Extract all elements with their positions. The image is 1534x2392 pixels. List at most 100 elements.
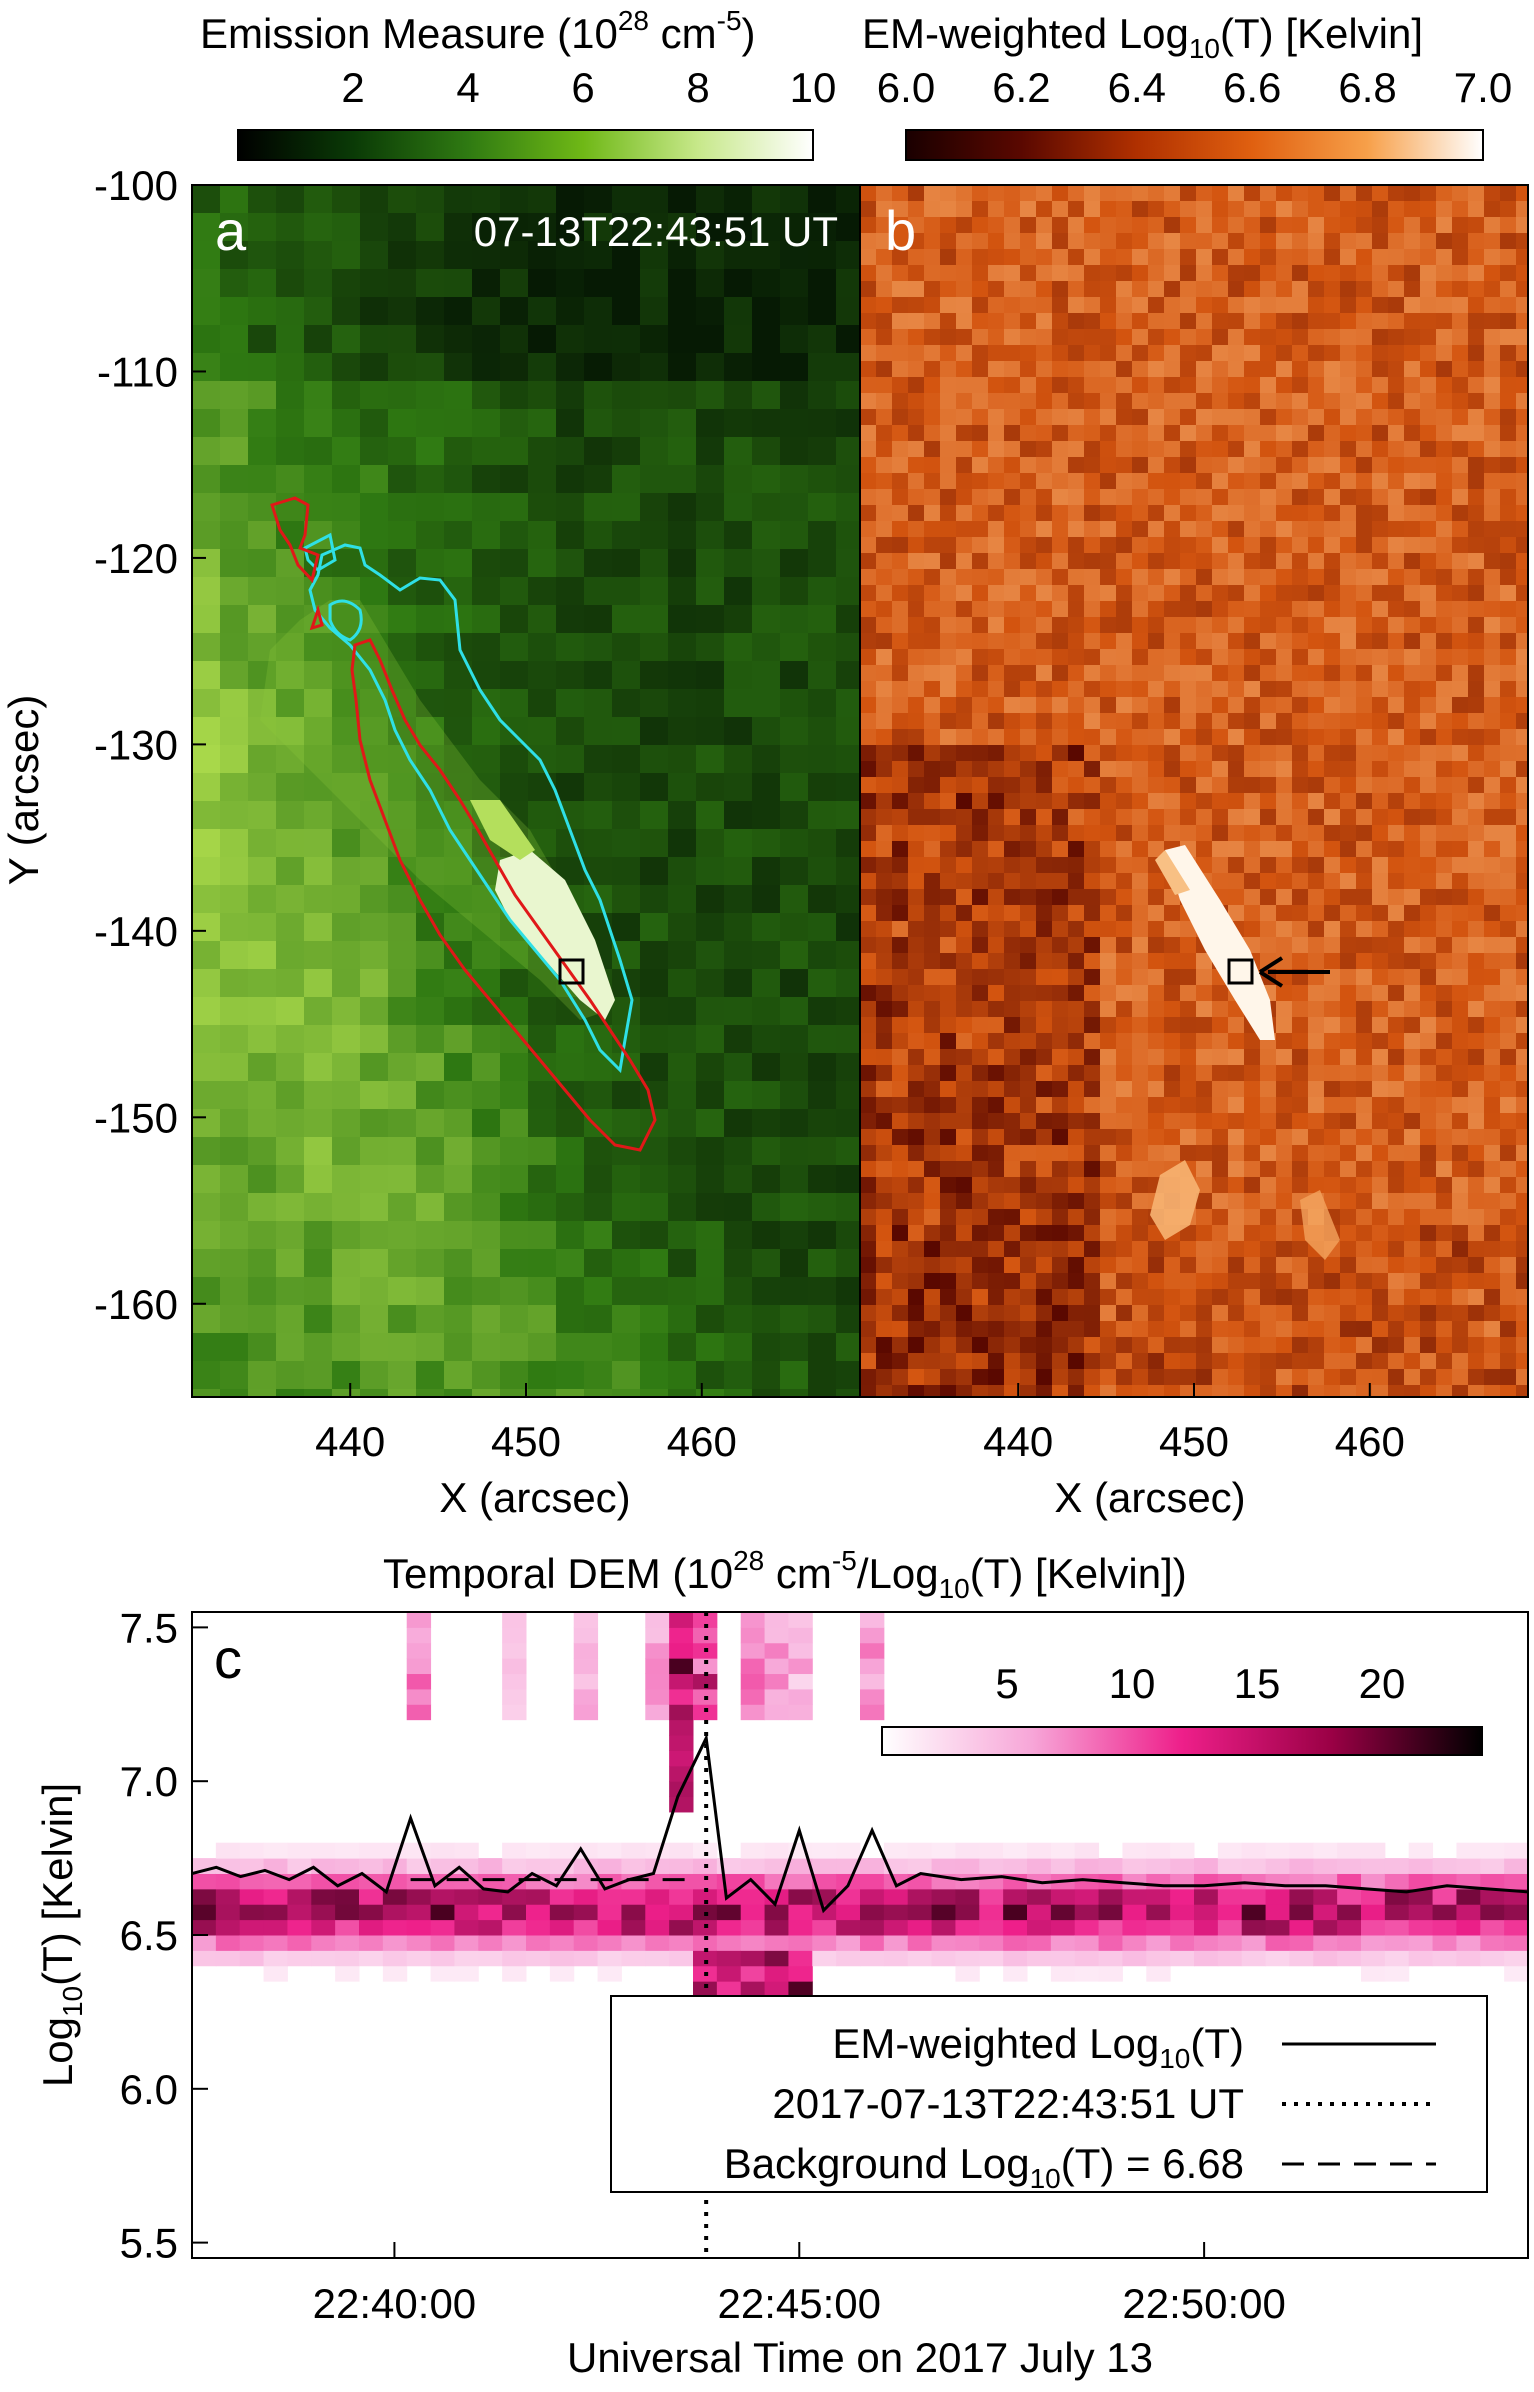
- panel-b-pixel: [1260, 361, 1276, 377]
- panel-a-pixel: [724, 1025, 752, 1053]
- panel-b-pixel: [1228, 745, 1244, 761]
- panel-b-pixel: [1004, 521, 1020, 537]
- panel-a-pixel: [584, 353, 612, 381]
- panel-b-pixel: [1052, 649, 1068, 665]
- panel-b-pixel: [1020, 425, 1036, 441]
- panel-a-pixel: [192, 185, 220, 213]
- panel-b-pixel: [876, 505, 892, 521]
- panel-b-pixel: [1340, 793, 1356, 809]
- panel-b-pixel: [1260, 1193, 1276, 1209]
- panel-b-pixel: [1004, 713, 1020, 729]
- panel-a-pixel: [556, 437, 584, 465]
- panel-b-pixel: [1468, 1193, 1484, 1209]
- panel-a-pixel: [360, 969, 388, 997]
- panel-b-pixel: [1004, 1321, 1020, 1337]
- panel-b-pixel: [1500, 985, 1516, 1001]
- panel-a-pixel: [668, 353, 696, 381]
- panel-a-pixel: [836, 1165, 860, 1193]
- panel-b-pixel: [860, 1161, 876, 1177]
- panel-b-pixel: [1516, 457, 1528, 473]
- panel-a-pixel: [668, 997, 696, 1025]
- panel-a-pixel: [808, 213, 836, 241]
- panel-a-pixel: [808, 1305, 836, 1333]
- panel-c-dem-cell: [1170, 1919, 1195, 1936]
- panel-b-pixel: [1084, 1081, 1100, 1097]
- panel-b-pixel: [876, 1161, 892, 1177]
- panel-b-pixel: [1516, 633, 1528, 649]
- panel-b-pixel: [1180, 1337, 1196, 1353]
- panel-b-pixel: [1420, 281, 1436, 297]
- panel-b-pixel: [1260, 681, 1276, 697]
- panel-c-dem-cell: [1241, 1873, 1267, 1890]
- panel-b-pixel: [1068, 921, 1084, 937]
- panel-a-pixel: [360, 521, 388, 549]
- panel-b-pixel: [988, 1321, 1004, 1337]
- panel-b-pixel: [1068, 601, 1084, 617]
- panel-b-pixel: [972, 1257, 988, 1273]
- panel-b-pixel: [1324, 1033, 1340, 1049]
- panel-a-pixel: [360, 1389, 388, 1397]
- panel-b-pixel: [1500, 553, 1516, 569]
- panel-a-pixel: [640, 1053, 668, 1081]
- panel-b-pixel: [940, 1097, 956, 1113]
- panel-b-pixel: [1452, 697, 1468, 713]
- panel-b-pixel: [1244, 1049, 1260, 1065]
- panel-b-pixel: [1276, 665, 1292, 681]
- panel-b-pixel: [1084, 233, 1100, 249]
- panel-b-pixel: [924, 697, 940, 713]
- panel-b-pixel: [1468, 1001, 1484, 1017]
- panel-b-pixel: [1484, 1177, 1500, 1193]
- panel-b-pixel: [1372, 649, 1388, 665]
- panel-b-pixel: [1468, 921, 1484, 937]
- panel-c-dem-cell: [955, 1950, 980, 1967]
- panel-b-pixel: [940, 233, 956, 249]
- panel-b-pixel: [956, 265, 972, 281]
- panel-a-pixel: [416, 549, 444, 577]
- panel-b-pixel: [1100, 361, 1116, 377]
- panel-b-pixel: [892, 217, 908, 233]
- panel-b-pixel: [1356, 1097, 1372, 1113]
- panel-b-pixel: [1068, 569, 1084, 585]
- panel-b-pixel: [1180, 777, 1196, 793]
- panel-b-pixel: [908, 1321, 924, 1337]
- panel-a-pixel: [836, 241, 860, 269]
- panel-b-pixel: [1356, 1161, 1372, 1177]
- panel-b-pixel: [1484, 1113, 1500, 1129]
- panel-b-pixel: [876, 473, 892, 489]
- panel-b-pixel: [972, 1241, 988, 1257]
- panel-b-pixel: [1340, 969, 1356, 985]
- panel-b-pixel: [1004, 969, 1020, 985]
- panel-b-pixel: [1196, 457, 1212, 473]
- panel-b-pixel: [1388, 1337, 1404, 1353]
- panel-a-pixel: [192, 1305, 220, 1333]
- panel-c-dem-cell: [693, 1873, 718, 1890]
- panel-b-pixel: [1148, 1273, 1164, 1289]
- panel-a-pixel: [836, 717, 860, 745]
- panel-b-pixel: [924, 809, 940, 825]
- panel-b-pixel: [1052, 329, 1068, 345]
- panel-c-dem-cell: [764, 1612, 789, 1613]
- panel-a-pixel: [668, 381, 696, 409]
- panel-b-pixel: [876, 1177, 892, 1193]
- panel-b-pixel: [1372, 265, 1388, 281]
- panel-b-pixel: [1452, 345, 1468, 361]
- panel-b-pixel: [1324, 905, 1340, 921]
- panel-b-pixel: [1004, 665, 1020, 681]
- panel-a-pixel: [780, 1277, 808, 1305]
- panel-b-pixel: [1180, 825, 1196, 841]
- panel-b-pixel: [1516, 1385, 1528, 1397]
- panel-b-pixel: [1180, 809, 1196, 825]
- panel-b-pixel: [924, 537, 940, 553]
- panel-b-pixel: [1020, 1017, 1036, 1033]
- panel-c-dem-cell: [740, 1642, 766, 1659]
- panel-a-pixel: [416, 1053, 444, 1081]
- panel-c-dem-cell: [883, 1904, 909, 1921]
- panel-b-pixel: [1260, 553, 1276, 569]
- panel-b-pixel: [1324, 313, 1340, 329]
- panel-c-dem-cell: [1504, 1965, 1528, 1982]
- em-colorbar-tick-label: 8: [686, 64, 709, 111]
- panel-b-pixel: [1004, 185, 1020, 201]
- panel-c-dem-cell: [1408, 1919, 1434, 1936]
- panel-b-pixel: [956, 185, 972, 201]
- panel-b-pixel: [1484, 409, 1500, 425]
